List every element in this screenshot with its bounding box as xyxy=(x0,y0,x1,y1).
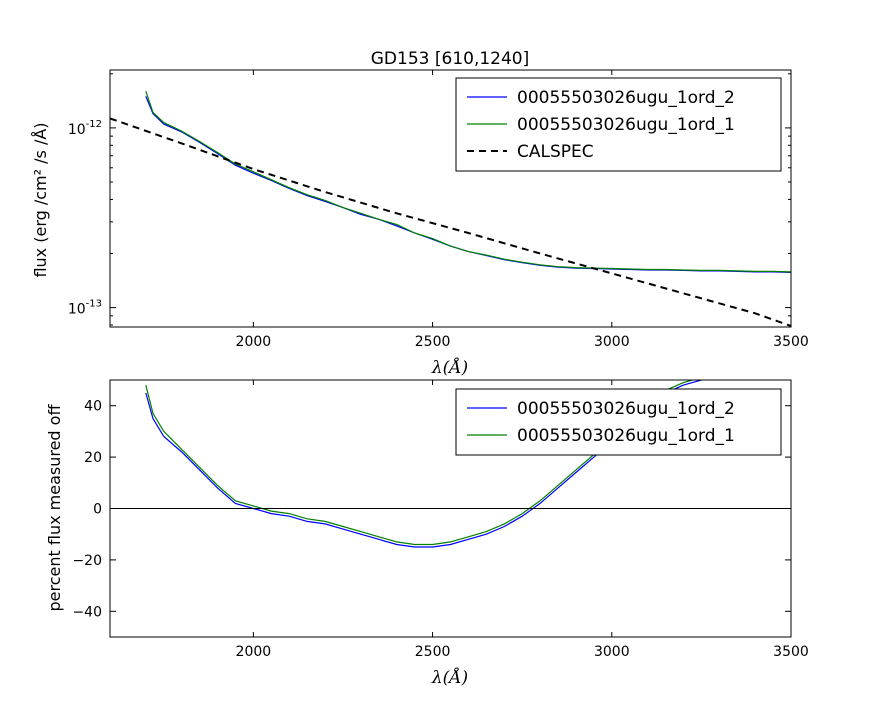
percent-x-ticks: 2000 2500 3000 3500 xyxy=(236,380,809,660)
top-x-tick-label: 3500 xyxy=(773,334,809,350)
top-legend-label-1: 00055503026ugu_1ord_1 xyxy=(517,115,735,135)
bot-legend-label-1: 00055503026ugu_1ord_1 xyxy=(517,426,735,446)
flux-x-axis-label: λ(Å) xyxy=(431,357,468,378)
top-legend-label-2: CALSPEC xyxy=(517,142,594,162)
flux-plot-frame xyxy=(109,69,792,328)
bot-y-tick-label: 20 xyxy=(84,450,102,466)
bot-y-tick-label: 40 xyxy=(84,399,102,415)
bot-x-tick-label: 3500 xyxy=(773,644,809,660)
flux-chart: GD153 [610,1240] 2000 2500 3000 3500 10-131… xyxy=(31,49,809,378)
flux-y-axis-label: flux (erg /cm² /s /Å) xyxy=(31,122,50,277)
top-legend-label-0: 00055503026ugu_1ord_2 xyxy=(517,88,735,108)
flux-legend: 00055503026ugu_1ord_2 00055503026ugu_1ord… xyxy=(455,77,782,172)
top-x-tick-label: 2500 xyxy=(415,334,451,350)
top-y-tick-label: 10-13 xyxy=(68,299,102,318)
top-y-tick-label: 10-12 xyxy=(68,119,102,138)
flux-y-ticks: 10-13 10-12 xyxy=(68,73,791,326)
bot-x-tick-label: 3000 xyxy=(594,644,630,660)
bot-legend-label-0: 00055503026ugu_1ord_2 xyxy=(517,399,735,419)
percent-legend-box xyxy=(455,388,782,456)
bot-x-tick-label: 2000 xyxy=(236,644,272,660)
flux-x-ticks: 2000 2500 3000 3500 xyxy=(236,70,809,350)
bot-y-tick-label: −20 xyxy=(72,553,102,569)
percent-chart: 2000 2500 3000 3500 −40 −20 0 20 40 λ(Å) percen… xyxy=(45,379,809,688)
top-x-tick-label: 3000 xyxy=(594,334,630,350)
percent-x-axis-label: λ(Å) xyxy=(431,667,468,688)
flux-legend-box xyxy=(455,77,782,172)
flux-series-group xyxy=(110,91,791,327)
top-series-line-2 xyxy=(110,117,791,327)
top-series-line-1 xyxy=(145,91,791,273)
bot-y-tick-label: −40 xyxy=(72,604,102,620)
chart-title: GD153 [610,1240] xyxy=(371,49,530,69)
percent-legend: 00055503026ugu_1ord_2 00055503026ugu_1ord… xyxy=(455,388,782,456)
bot-y-tick-label: 0 xyxy=(93,502,102,518)
top-x-tick-label: 2000 xyxy=(236,334,272,350)
bot-x-tick-label: 2500 xyxy=(415,644,451,660)
percent-y-ticks: −40 −20 0 20 40 xyxy=(72,399,791,620)
percent-y-axis-label: percent flux measured off xyxy=(45,404,64,612)
